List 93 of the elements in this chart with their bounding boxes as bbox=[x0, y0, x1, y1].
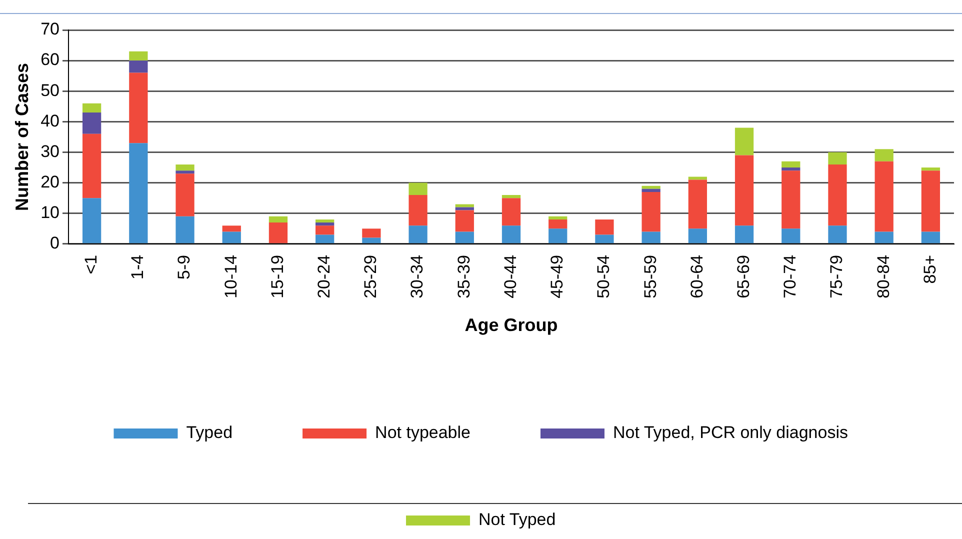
bar bbox=[176, 170, 194, 174]
bar bbox=[316, 234, 334, 244]
bar bbox=[874, 232, 894, 244]
bar bbox=[688, 180, 707, 229]
x-tick-label: 70-74 bbox=[780, 254, 800, 298]
y-tick-label: 60 bbox=[40, 50, 60, 70]
x-tick-label: 85+ bbox=[920, 254, 940, 284]
bar bbox=[642, 232, 660, 244]
bar bbox=[408, 182, 428, 196]
x-tick-label: 20-24 bbox=[314, 254, 334, 298]
bar bbox=[921, 168, 940, 171]
bar bbox=[129, 60, 148, 73]
bar bbox=[642, 186, 660, 189]
bar bbox=[455, 210, 474, 232]
bar bbox=[921, 170, 940, 232]
bar bbox=[82, 134, 102, 198]
bar bbox=[548, 219, 568, 229]
bar bbox=[82, 112, 102, 134]
x-tick-label: 35-39 bbox=[454, 254, 474, 298]
bar bbox=[782, 170, 800, 229]
bar bbox=[548, 216, 568, 220]
bar bbox=[828, 152, 847, 164]
bar bbox=[734, 128, 754, 156]
y-tick-label: 70 bbox=[40, 20, 60, 39]
bar bbox=[176, 174, 194, 216]
bar bbox=[642, 188, 660, 192]
x-tick-label: 10-14 bbox=[221, 254, 240, 298]
bar bbox=[129, 143, 148, 244]
y-tick-label: 10 bbox=[40, 203, 60, 222]
bar bbox=[502, 226, 521, 244]
bar bbox=[82, 103, 102, 113]
bar bbox=[362, 228, 381, 238]
bar bbox=[82, 198, 102, 244]
bar bbox=[782, 168, 800, 171]
bar bbox=[734, 155, 754, 226]
bar bbox=[408, 226, 428, 244]
bar bbox=[222, 226, 241, 232]
x-axis-title: Age Group bbox=[464, 315, 558, 336]
x-tick-label: 40-44 bbox=[500, 254, 520, 298]
bar bbox=[222, 232, 241, 244]
bar bbox=[734, 226, 754, 244]
y-tick-label: 0 bbox=[50, 234, 60, 253]
bar bbox=[129, 72, 148, 144]
bar bbox=[595, 234, 614, 244]
bar bbox=[176, 216, 194, 244]
y-tick-label: 40 bbox=[40, 111, 60, 130]
y-axis-title: Number of Cases bbox=[12, 62, 32, 211]
x-tick-label: 65-69 bbox=[734, 254, 753, 298]
legend-label: Not Typed bbox=[478, 510, 556, 530]
legend-label: Not Typed, PCR only diagnosis bbox=[612, 423, 848, 442]
bar bbox=[828, 226, 847, 244]
bar bbox=[874, 149, 894, 162]
bar bbox=[688, 176, 707, 180]
y-tick-label: 30 bbox=[40, 142, 60, 161]
x-tick-label: 25-29 bbox=[361, 254, 380, 298]
bar bbox=[176, 164, 194, 171]
x-tick-label: 45-49 bbox=[548, 254, 567, 298]
bar bbox=[455, 204, 474, 208]
bar bbox=[688, 228, 707, 244]
bar bbox=[782, 228, 800, 244]
bar bbox=[595, 219, 614, 235]
x-tick-label: 5-9 bbox=[174, 254, 194, 280]
bar bbox=[129, 51, 148, 61]
x-tick-label: 80-84 bbox=[874, 254, 893, 298]
legend-label: Typed bbox=[186, 423, 233, 442]
bar bbox=[268, 216, 288, 223]
y-tick-label: 20 bbox=[40, 172, 60, 192]
bar bbox=[316, 226, 334, 235]
x-tick-label: 55-59 bbox=[640, 254, 660, 298]
bar bbox=[316, 219, 334, 223]
bar bbox=[362, 238, 381, 244]
bar bbox=[316, 222, 334, 226]
x-tick-label: 30-34 bbox=[408, 254, 427, 298]
bar bbox=[455, 232, 474, 244]
x-tick-label: <1 bbox=[82, 254, 100, 274]
bar bbox=[502, 195, 521, 198]
x-tick-label: 60-64 bbox=[687, 254, 706, 298]
x-tick-label: 50-54 bbox=[594, 254, 614, 298]
x-tick-label: 75-79 bbox=[827, 254, 846, 298]
bar bbox=[642, 192, 660, 232]
bar bbox=[548, 228, 568, 244]
bar bbox=[268, 222, 288, 244]
bar bbox=[921, 232, 940, 244]
bar bbox=[874, 161, 894, 232]
bar bbox=[408, 195, 428, 226]
x-tick-label: 1-4 bbox=[128, 254, 148, 280]
y-tick-label: 50 bbox=[40, 80, 60, 100]
legend-label: Not typeable bbox=[375, 423, 470, 442]
bar bbox=[782, 161, 800, 168]
bar bbox=[828, 164, 847, 226]
x-tick-label: 15-19 bbox=[268, 254, 287, 298]
bar bbox=[502, 198, 521, 226]
bar bbox=[455, 207, 474, 210]
